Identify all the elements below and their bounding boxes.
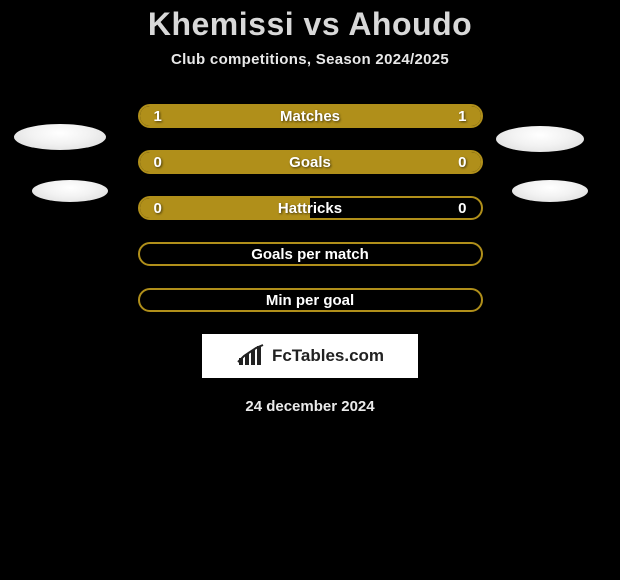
stat-fill-right [310,152,481,172]
stat-value-right: 0 [458,154,466,171]
stat-value-left: 1 [154,108,162,125]
stat-label: Goals per match [251,246,369,263]
stat-label: Matches [280,108,340,125]
stat-label: Hattricks [278,200,342,217]
title-player2: Ahoudo [348,6,472,42]
stat-value-left: 0 [154,154,162,171]
team-badge [32,180,108,202]
stat-row: 1 1 Matches [138,104,483,128]
stat-value-left: 0 [154,200,162,217]
team-badge [14,124,106,150]
logo-box: FcTables.com [202,334,418,378]
stat-value-right: 0 [458,200,466,217]
stat-label: Min per goal [266,292,354,309]
date-text: 24 december 2024 [0,398,620,415]
title-vs: vs [304,6,341,42]
chart-icon [236,344,266,368]
comparison-title: Khemissi vs Ahoudo [0,0,620,43]
team-badge [496,126,584,152]
subtitle: Club competitions, Season 2024/2025 [0,51,620,68]
stat-row: Min per goal [138,288,483,312]
stat-fill-left [140,152,311,172]
stat-row: Goals per match [138,242,483,266]
stat-row: 0 0 Goals [138,150,483,174]
stat-row: 0 0 Hattricks [138,196,483,220]
stat-value-right: 1 [458,108,466,125]
stat-label: Goals [289,154,331,171]
team-badge [512,180,588,202]
title-player1: Khemissi [148,6,294,42]
logo-text: FcTables.com [272,346,384,366]
